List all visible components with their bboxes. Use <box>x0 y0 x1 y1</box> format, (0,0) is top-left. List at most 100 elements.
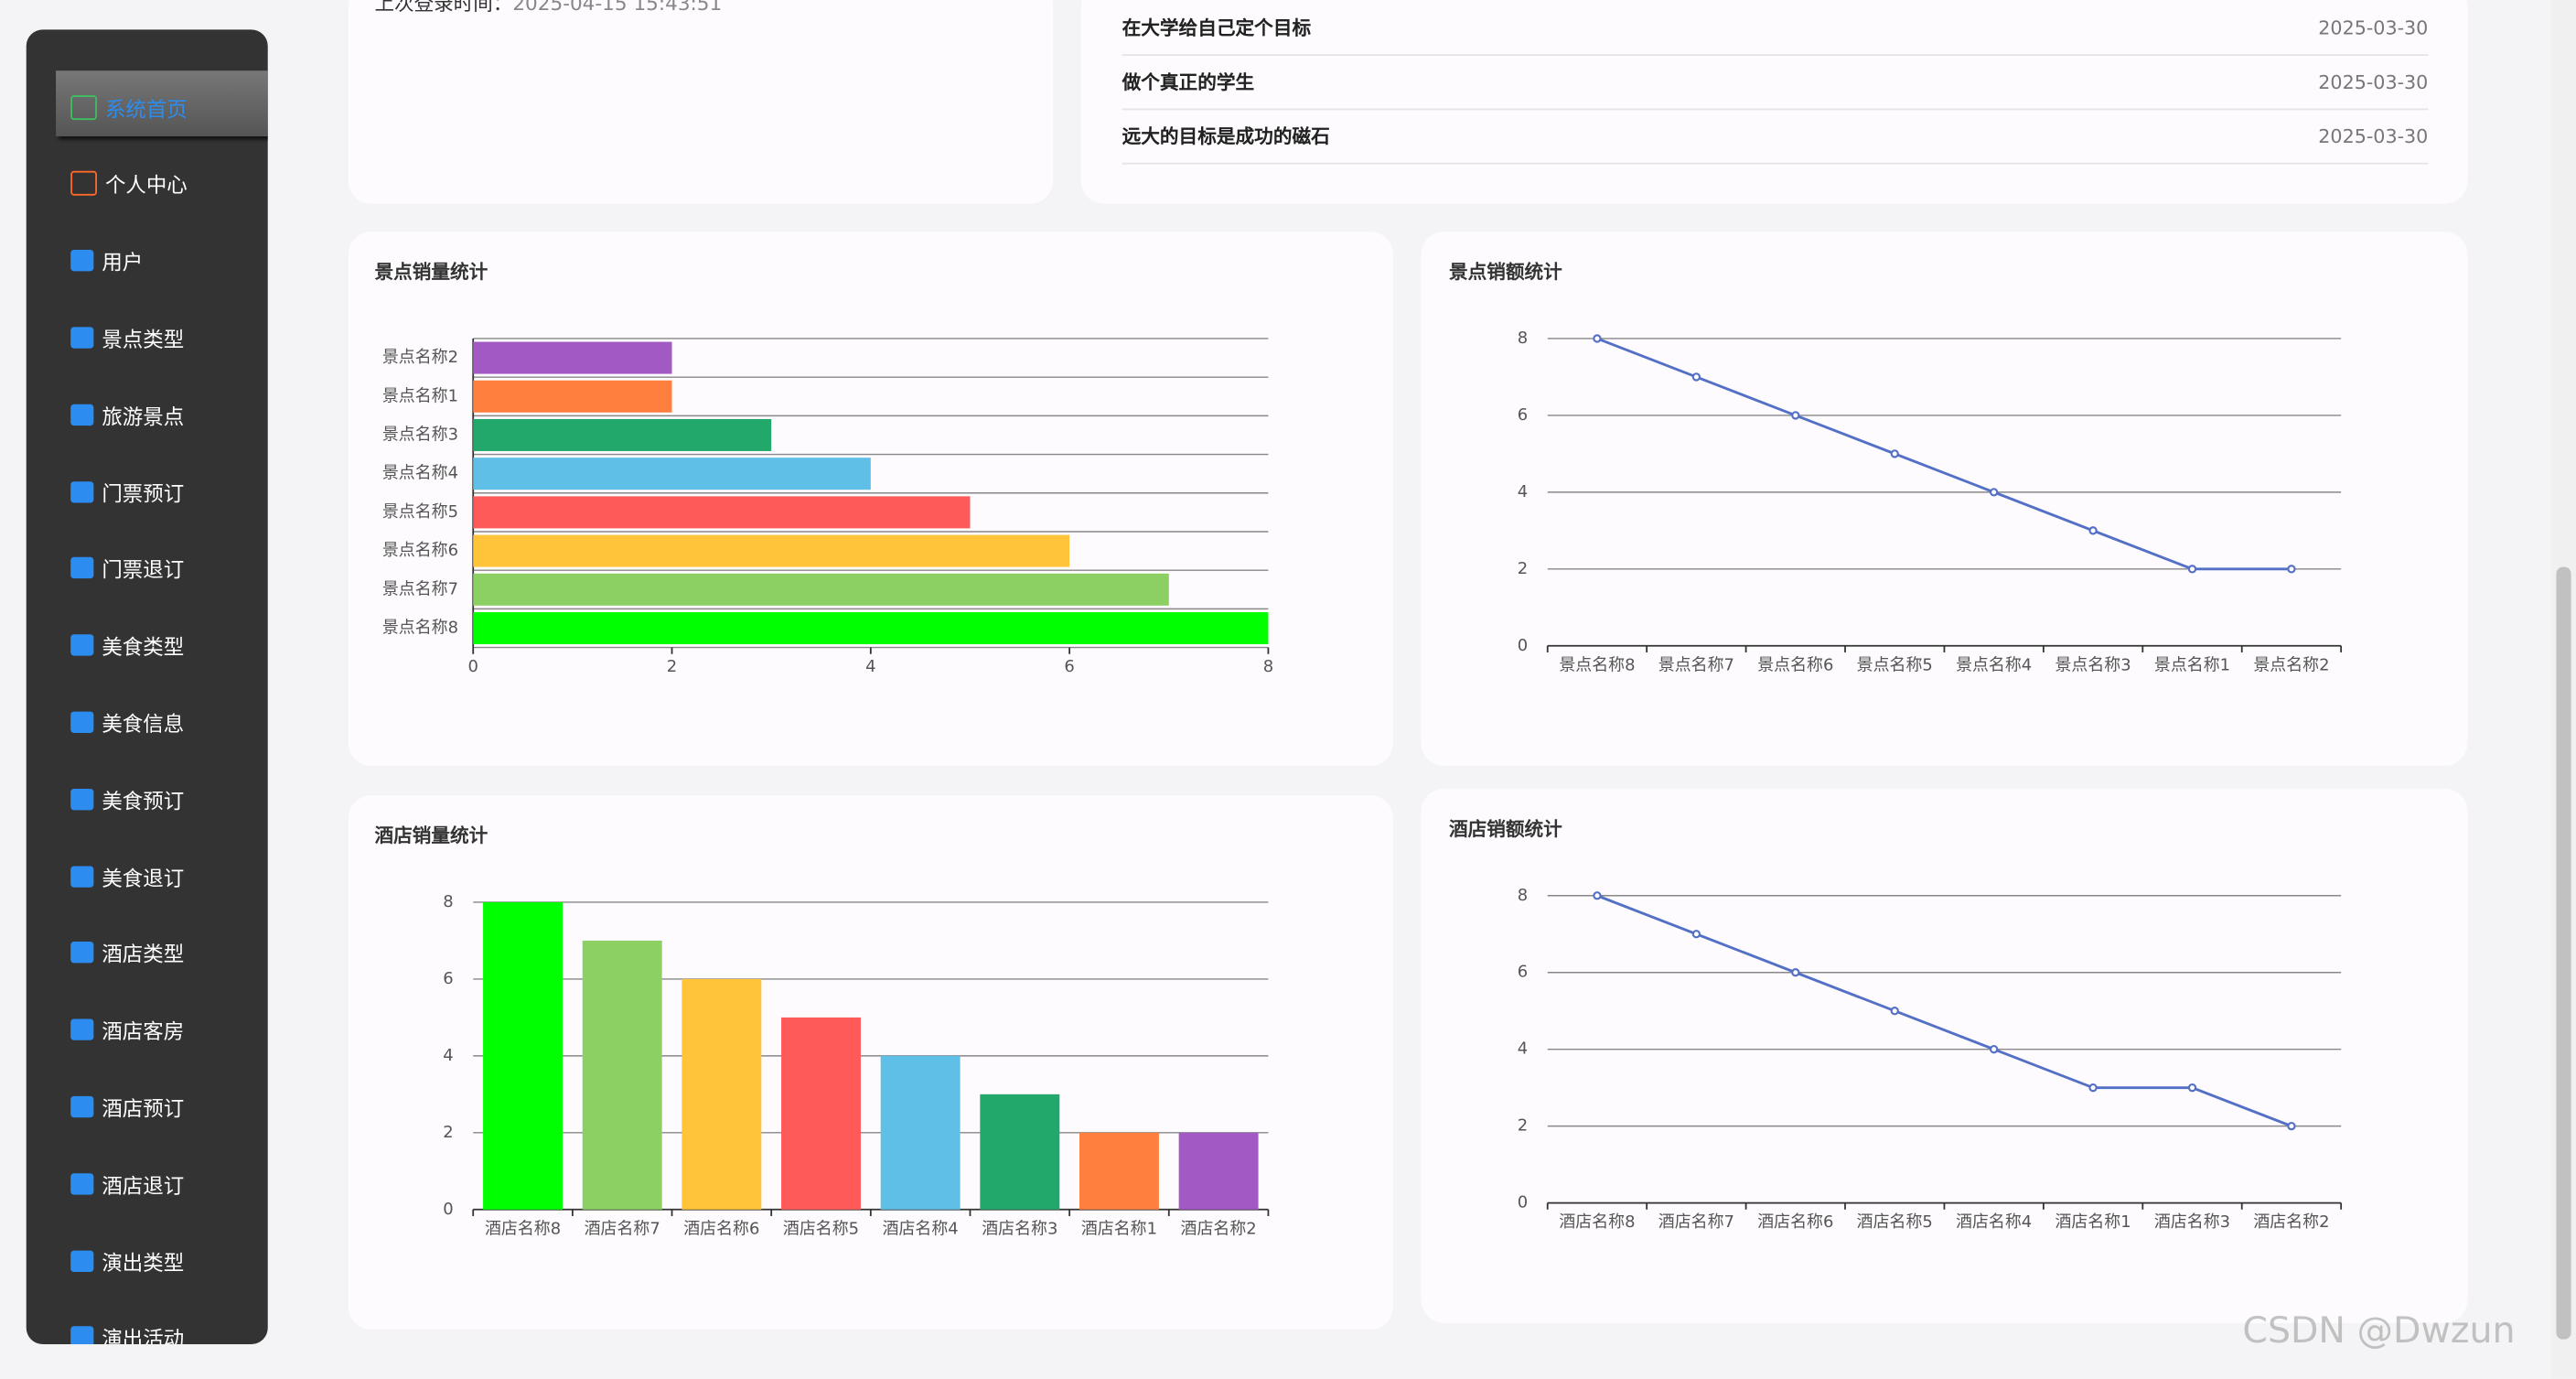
x-tick-label: 0 <box>468 657 478 676</box>
menu-item[interactable]: 门票预订 <box>70 471 184 511</box>
y-tick-label: 6 <box>1518 963 1528 982</box>
scrollbar[interactable] <box>2551 0 2576 1379</box>
menu-item[interactable]: 美食类型 <box>70 626 184 665</box>
y-tick-label: 0 <box>443 1200 453 1219</box>
news-date: 2025-03-30 <box>2318 16 2429 39</box>
point <box>2187 1083 2197 1093</box>
login-info: 上次登录时间：2025-04-15 15:43:51 <box>374 0 722 16</box>
news-title: 远大的目标是成功的磁石 <box>1122 124 1330 147</box>
x-tick-label: 景点名称5 <box>1857 655 1933 674</box>
x-tick-label: 酒店名称6 <box>683 1219 759 1238</box>
point <box>1691 930 1701 939</box>
chart-title: 酒店销量统计 <box>374 824 488 846</box>
menu-icon <box>70 1172 94 1195</box>
x-tick-label: 酒店名称3 <box>982 1219 1057 1238</box>
menu-item[interactable]: 景点类型 <box>70 318 184 357</box>
menu-icon <box>70 557 94 579</box>
menu-icon <box>70 711 94 733</box>
y-tick-label: 6 <box>443 969 453 988</box>
x-tick-label: 酒店名称4 <box>1956 1212 2032 1232</box>
menu-label: 用户 <box>102 250 144 275</box>
x-tick-label: 酒店名称1 <box>1081 1219 1157 1238</box>
bar <box>483 901 564 1210</box>
menu-label: 美食退订 <box>102 865 185 890</box>
menu-label: 演出类型 <box>102 1249 185 1275</box>
x-tick-label: 2 <box>667 657 677 676</box>
news-row[interactable]: 做个真正的学生 2025-03-30 <box>1122 54 2429 111</box>
menu-item[interactable]: 系统首页 <box>70 87 188 126</box>
y-tick-label: 0 <box>1518 636 1528 655</box>
bar <box>473 418 772 451</box>
menu-item[interactable]: 酒店退订 <box>70 1164 184 1203</box>
news-card: 在大学给自己定个目标 2025-03-30 做个真正的学生 2025-03-30 远大的… <box>1080 0 2468 204</box>
menu-item[interactable]: 用户 <box>70 241 143 280</box>
y-tick-label: 景点名称1 <box>382 386 458 405</box>
menu-icon <box>70 1095 94 1118</box>
menu-item[interactable]: 酒店客房 <box>70 1010 184 1050</box>
point <box>1890 449 1899 458</box>
y-tick-label: 8 <box>1518 329 1528 348</box>
watermark: CSDN @Dwzun <box>2242 1309 2515 1352</box>
bar <box>473 458 871 490</box>
menu-icon <box>70 404 94 426</box>
news-row[interactable]: 在大学给自己定个目标 2025-03-30 <box>1122 0 2429 57</box>
y-tick-label: 景点名称6 <box>382 541 458 560</box>
menu-label: 门票退订 <box>102 557 185 583</box>
point <box>2187 565 2197 574</box>
menu-item[interactable]: 演出类型 <box>70 1241 184 1280</box>
menu-item[interactable]: 演出活动 <box>70 1318 184 1345</box>
bar <box>473 380 672 413</box>
y-tick-label: 2 <box>443 1123 453 1142</box>
news-title: 做个真正的学生 <box>1122 70 1255 93</box>
y-tick-label: 4 <box>1518 482 1528 501</box>
menu-icon <box>70 1326 94 1345</box>
menu-icon <box>70 94 97 120</box>
menu-item[interactable]: 美食预订 <box>70 780 184 819</box>
news-date: 2025-03-30 <box>2318 70 2429 93</box>
bar <box>682 978 762 1210</box>
menu-item[interactable]: 酒店预订 <box>70 1087 184 1126</box>
menu-item[interactable]: 旅游景点 <box>70 394 184 434</box>
login-time: 2025-04-15 15:43:51 <box>512 0 723 16</box>
news-title: 在大学给自己定个目标 <box>1122 16 1312 39</box>
y-tick-label: 2 <box>1518 559 1528 578</box>
chart-card <box>1421 232 2468 766</box>
menu-item[interactable]: 美食信息 <box>70 703 184 742</box>
chart-title: 景点销额统计 <box>1449 261 1562 283</box>
menu-label: 门票预订 <box>102 480 185 506</box>
bar <box>1079 1132 1159 1210</box>
x-tick-label: 酒店名称5 <box>1857 1212 1933 1232</box>
menu-item[interactable]: 个人中心 <box>70 164 188 203</box>
point <box>2287 1121 2296 1131</box>
menu-item[interactable]: 酒店类型 <box>70 933 184 973</box>
menu-item[interactable]: 美食退订 <box>70 856 184 896</box>
menu-icon <box>70 865 94 887</box>
point <box>2287 565 2296 574</box>
menu-label: 美食预订 <box>102 788 185 813</box>
menu-icon <box>70 171 97 197</box>
news-row[interactable]: 远大的目标是成功的磁石 2025-03-30 <box>1122 109 2429 165</box>
menu-icon <box>70 480 94 502</box>
menu-icon <box>70 942 94 964</box>
x-tick-label: 8 <box>1263 657 1273 676</box>
menu-item[interactable]: 门票退订 <box>70 548 184 587</box>
x-tick-label: 景点名称6 <box>1757 655 1833 674</box>
bar <box>582 940 662 1210</box>
x-tick-label: 4 <box>865 657 875 676</box>
sidebar: 系统首页个人中心用户景点类型旅游景点门票预订门票退订美食类型美食信息美食预订美食… <box>26 29 268 1345</box>
y-tick-label: 景点名称7 <box>382 579 458 598</box>
menu-label: 酒店类型 <box>102 942 185 967</box>
x-tick-label: 景点名称7 <box>1658 655 1734 674</box>
bar <box>880 1055 961 1210</box>
line <box>1596 337 2292 571</box>
menu-label: 酒店退订 <box>102 1172 185 1198</box>
x-tick-label: 酒店名称2 <box>2253 1212 2329 1232</box>
y-tick-label: 8 <box>1518 886 1528 905</box>
scrollbar-thumb[interactable] <box>2556 566 2571 1340</box>
menu-label: 旅游景点 <box>102 404 185 429</box>
y-tick-label: 0 <box>1518 1193 1528 1212</box>
y-tick-label: 景点名称8 <box>382 618 458 637</box>
